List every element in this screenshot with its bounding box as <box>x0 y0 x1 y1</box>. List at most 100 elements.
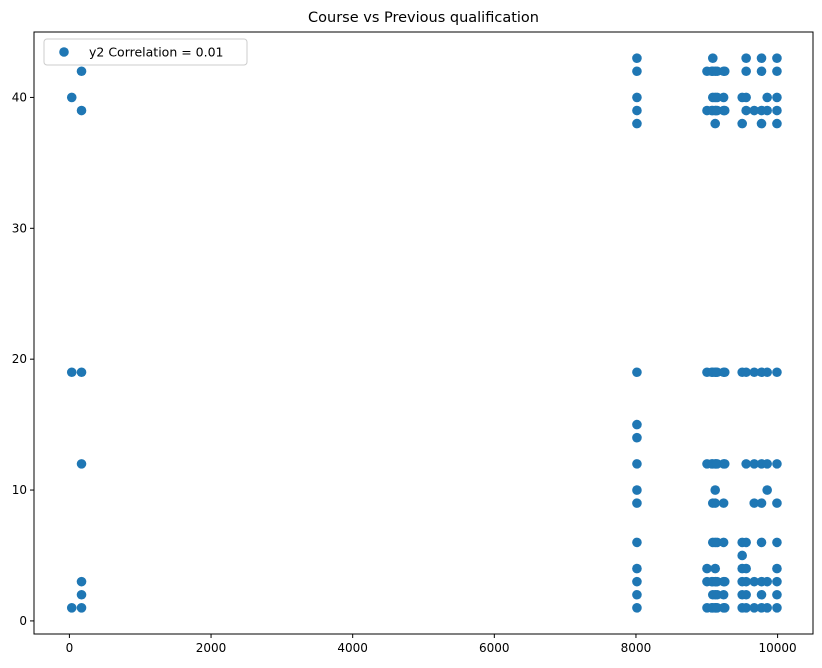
data-point <box>718 498 729 508</box>
x-tick-label: 2000 <box>196 641 227 655</box>
data-point <box>772 537 782 548</box>
data-point <box>741 576 751 587</box>
data-point <box>762 92 772 103</box>
data-point <box>756 537 767 548</box>
plot-area-frame <box>33 31 814 635</box>
data-point <box>76 367 87 378</box>
data-points <box>66 53 782 613</box>
data-point <box>749 498 760 508</box>
data-point <box>749 603 760 613</box>
data-point <box>66 603 77 613</box>
data-point <box>76 576 87 587</box>
data-point <box>632 66 642 77</box>
data-point <box>772 105 782 116</box>
data-point <box>762 576 772 587</box>
data-point <box>76 603 87 613</box>
data-point <box>719 459 730 469</box>
data-point <box>632 432 642 443</box>
data-point <box>710 485 721 495</box>
data-point <box>756 66 767 77</box>
data-point <box>749 105 760 116</box>
data-point <box>718 537 729 548</box>
x-tick-label: 6000 <box>479 641 510 655</box>
data-point <box>772 589 782 600</box>
data-point <box>741 563 751 574</box>
legend-box <box>43 38 248 66</box>
data-point <box>632 459 642 469</box>
data-point <box>632 563 642 574</box>
data-point <box>762 485 772 495</box>
data-point <box>719 66 730 77</box>
x-tick-label: 4000 <box>337 641 368 655</box>
y-tick-label: 20 <box>12 352 27 366</box>
data-point <box>719 603 730 613</box>
data-point <box>772 92 782 103</box>
data-point <box>741 66 751 77</box>
data-point <box>772 367 782 378</box>
data-point <box>632 118 642 129</box>
data-point <box>772 53 782 63</box>
data-point <box>741 53 751 63</box>
data-point <box>762 603 772 613</box>
data-point <box>741 367 751 378</box>
data-point <box>756 118 767 129</box>
data-point <box>772 498 782 508</box>
y-tick-label: 10 <box>12 483 27 497</box>
data-point <box>762 459 772 469</box>
data-point <box>710 118 721 129</box>
data-point <box>632 576 642 587</box>
data-point <box>76 589 87 600</box>
data-point <box>741 105 751 116</box>
data-point <box>741 589 751 600</box>
x-tick-label: 0 <box>66 641 74 655</box>
data-point <box>749 576 760 587</box>
data-point <box>756 589 767 600</box>
data-point <box>632 53 642 63</box>
data-point <box>632 367 642 378</box>
data-point <box>632 485 642 495</box>
data-point <box>772 603 782 613</box>
data-point <box>749 459 760 469</box>
data-point <box>762 105 772 116</box>
data-point <box>76 459 87 469</box>
data-point <box>741 459 751 469</box>
data-point <box>741 603 751 613</box>
data-point <box>772 66 782 77</box>
data-point <box>737 550 747 561</box>
data-point <box>772 118 782 129</box>
x-tick-label: 10000 <box>758 641 796 655</box>
data-point <box>741 92 751 103</box>
data-point <box>772 576 782 587</box>
data-point <box>632 537 642 548</box>
legend: y2 Correlation = 0.01 <box>43 38 248 66</box>
data-point <box>632 92 642 103</box>
y-axis-ticks: 0 10 20 30 40 <box>12 90 34 628</box>
data-point <box>756 498 767 508</box>
chart-title: Course vs Previous qualification <box>308 10 539 26</box>
data-point <box>762 367 772 378</box>
data-point <box>66 367 77 378</box>
data-point <box>710 563 721 574</box>
y-tick-label: 30 <box>12 221 27 235</box>
data-point <box>632 603 642 613</box>
data-point <box>718 589 729 600</box>
data-point <box>66 92 77 103</box>
data-point <box>76 66 87 77</box>
x-tick-label: 8000 <box>621 641 652 655</box>
data-point <box>719 576 730 587</box>
data-point <box>749 367 760 378</box>
data-point <box>710 498 721 508</box>
data-point <box>707 53 718 63</box>
data-point <box>632 589 642 600</box>
data-point <box>632 498 642 508</box>
y-tick-label: 40 <box>12 90 27 104</box>
data-point <box>772 563 782 574</box>
data-point <box>718 92 729 103</box>
data-point <box>719 367 730 378</box>
data-point <box>772 459 782 469</box>
data-point <box>702 563 712 574</box>
data-point <box>741 537 751 548</box>
data-point <box>756 53 767 63</box>
data-point <box>719 105 730 116</box>
data-point <box>737 118 747 129</box>
